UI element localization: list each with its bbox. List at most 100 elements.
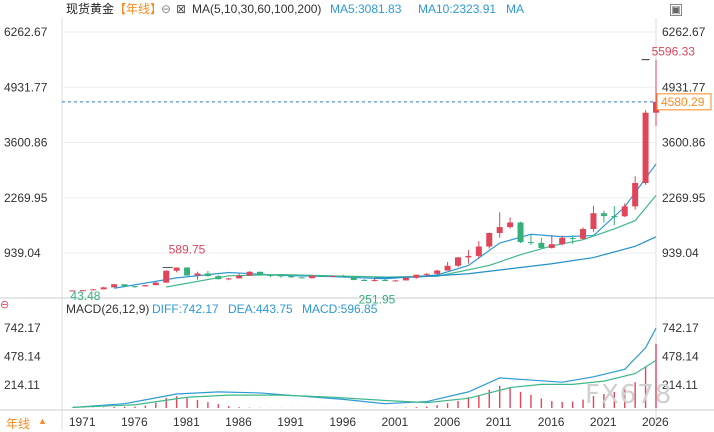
candle-body — [600, 213, 607, 217]
candle-body — [173, 267, 180, 271]
candle-body — [225, 278, 232, 280]
candle-body — [215, 276, 222, 280]
candle-body — [142, 285, 149, 287]
instrument-name: 现货黄金 — [66, 2, 115, 16]
candle-body — [90, 289, 97, 291]
ma5-value: MA5:3081.83 — [330, 2, 402, 16]
caret-up-icon: ▲ — [38, 416, 47, 426]
macd-y-tick-label: 742.17 — [662, 321, 699, 335]
x-tick-label: 2001 — [381, 415, 408, 429]
candle-body — [277, 275, 284, 277]
y-tick-label: 2269.95 — [4, 191, 48, 205]
x-tick-label: 2021 — [590, 415, 617, 429]
candle-body — [569, 237, 576, 239]
y-tick-label: 2269.95 — [662, 191, 706, 205]
candle-body — [267, 274, 274, 276]
candle-body — [309, 275, 316, 279]
watermark: FX678 — [585, 380, 673, 410]
candle-body — [111, 284, 118, 288]
x-tick-label: 1986 — [225, 415, 252, 429]
y-tick-label: 3600.86 — [4, 136, 48, 150]
macd-y-tick-label: 478.14 — [662, 350, 699, 364]
y-tick-label: 6262.67 — [662, 25, 706, 39]
candle-body — [559, 237, 566, 245]
candle-body — [527, 242, 534, 244]
ma10-value: MA10:2323.91 — [418, 2, 497, 16]
candle-body — [340, 275, 347, 277]
candle-body — [465, 255, 472, 258]
candle-body — [517, 222, 524, 243]
candle-body — [131, 286, 138, 288]
candle-body — [79, 290, 86, 292]
x-tick-label: 2016 — [538, 415, 565, 429]
high-label: 589.75 — [169, 243, 206, 257]
y-tick-label: 6262.67 — [4, 25, 48, 39]
candle-body — [361, 279, 368, 281]
candle-body — [152, 282, 159, 286]
x-tick-label: 2011 — [486, 415, 512, 429]
eye-icon[interactable]: ⊖ — [161, 2, 172, 16]
candle-body — [590, 213, 597, 230]
y-tick-label: 4931.77 — [662, 80, 706, 94]
candle-body — [653, 101, 659, 113]
current-price-label: 4580.29 — [661, 95, 705, 109]
chart-type-icon[interactable]: ⊠ — [176, 2, 187, 16]
candle-body — [548, 244, 555, 248]
candle-body — [580, 229, 587, 239]
current-price-box — [656, 93, 712, 111]
ma-params[interactable]: MA(5,10,30,60,100,200) — [192, 2, 322, 16]
macd-y-tick-label: 214.11 — [662, 378, 698, 392]
candle-body — [475, 246, 482, 256]
x-tick-label: 1981 — [173, 415, 200, 429]
x-tick-label: 2026 — [642, 415, 669, 429]
candle-body — [371, 279, 378, 281]
period-tag[interactable]: 【年线】 — [114, 2, 163, 16]
x-tick-label: 1991 — [277, 415, 304, 429]
macd-y-tick-label: 742.17 — [4, 321, 41, 335]
candle-body — [444, 265, 451, 271]
candle-body — [257, 271, 263, 275]
candle-body — [194, 273, 201, 276]
macd-y-tick-label: 478.14 — [4, 350, 41, 364]
macd-params: MACD(26,12,9) — [66, 302, 149, 316]
candle-body — [486, 233, 493, 247]
candle-body — [329, 275, 336, 277]
candle-body — [434, 270, 441, 274]
x-tick-label: 1976 — [121, 415, 148, 429]
candle-body — [455, 257, 461, 266]
candle-body — [246, 271, 253, 276]
candle-body — [319, 275, 326, 277]
macd-collapse-icon[interactable]: ⊖ — [0, 299, 9, 311]
candle-body — [163, 270, 170, 283]
macd-line — [72, 359, 657, 409]
candle-body — [632, 183, 639, 207]
low-label: 251.95 — [359, 293, 396, 307]
x-tick-label: 2006 — [434, 415, 461, 429]
y-tick-label: 939.04 — [4, 246, 41, 260]
candle-body — [642, 112, 649, 184]
close-icon[interactable]: × — [670, 4, 682, 16]
candle-body — [402, 277, 409, 281]
candle-body — [423, 273, 430, 275]
period-selector[interactable]: 年线 ▲ — [0, 412, 62, 431]
macd-macd-value: MACD:596.85 — [302, 302, 378, 316]
macd-line — [72, 327, 657, 409]
ma-line — [114, 163, 657, 289]
candle-body — [288, 275, 295, 278]
candle-body — [204, 273, 211, 277]
high-label: 5596.33 — [652, 45, 696, 59]
candle-body — [496, 227, 503, 234]
x-tick-label: 1996 — [329, 415, 356, 429]
candle-body — [184, 267, 191, 276]
macd-diff-value: DIFF:742.17 — [152, 302, 219, 316]
ma-more: MA — [506, 2, 524, 16]
candle-body — [236, 275, 243, 279]
chart-header: 现货黄金 【年线】 ⊖ ⊠ MA(5,10,30,60,100,200) MA5… — [0, 0, 714, 18]
y-tick-label: 4931.77 — [4, 80, 48, 94]
candle-body — [100, 287, 107, 290]
period-label: 年线 — [6, 417, 31, 431]
x-tick-label: 1971 — [69, 415, 96, 429]
candle-body — [611, 216, 618, 218]
ma-line — [374, 236, 657, 279]
